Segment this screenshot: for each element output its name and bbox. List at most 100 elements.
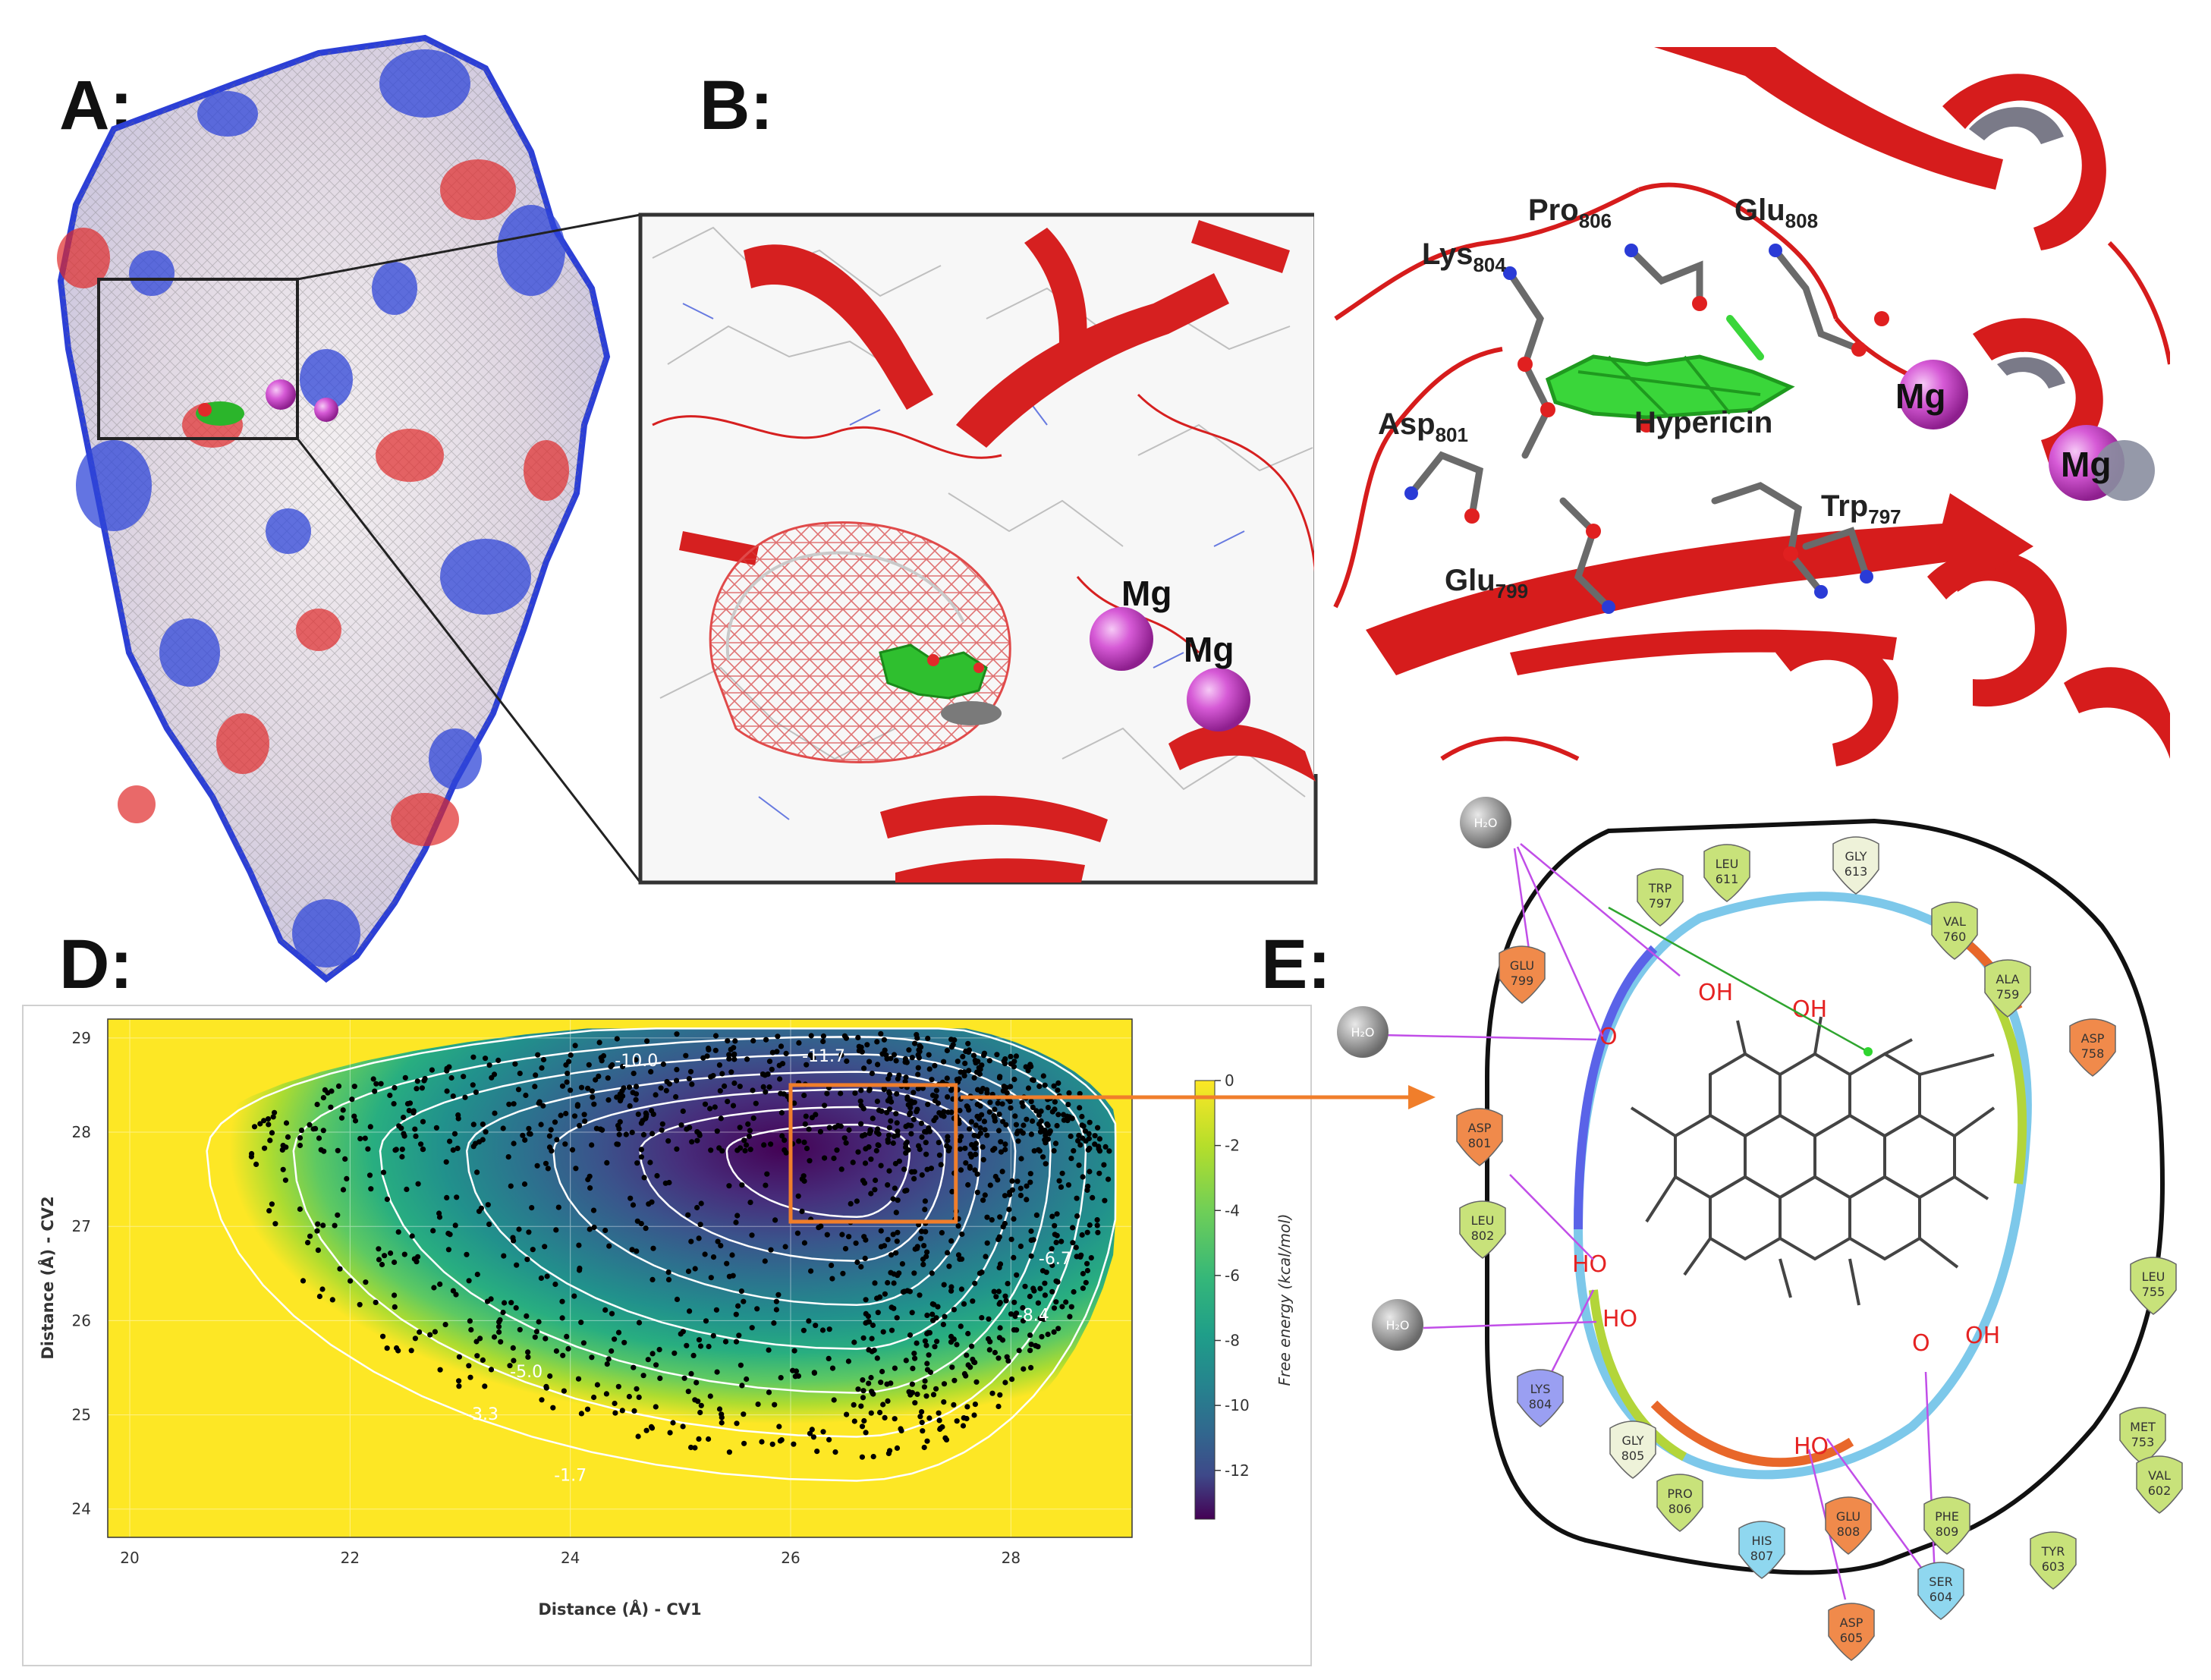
sample-point [638,1154,645,1160]
water-label-1: H₂O [1473,816,1497,830]
sample-point [744,1376,750,1383]
mg-ion-b1 [1090,607,1153,671]
sample-point [772,1217,778,1223]
sample-point [392,1292,398,1298]
sample-point [253,1161,259,1167]
sample-point [910,1365,916,1371]
sample-point [916,1143,922,1149]
sample-point [687,1308,693,1314]
sample-point [943,1436,950,1442]
sample-point [511,1358,517,1364]
sample-point [1019,1100,1025,1106]
residue-number: 605 [1840,1631,1863,1645]
sample-point [472,1140,479,1147]
sample-point [869,1071,875,1077]
sample-point [892,1365,898,1371]
sample-point [445,1247,452,1253]
sample-point [484,1298,491,1304]
sample-point [919,1134,925,1140]
sample-point [1033,1108,1039,1114]
sample-point [617,1118,623,1125]
sample-point [307,1233,313,1239]
sample-point [885,1398,891,1404]
sample-point [536,1099,543,1105]
sample-point [1052,1099,1058,1105]
sample-point [420,1146,426,1153]
sample-point [753,1100,759,1106]
sample-point [1002,1380,1008,1386]
sample-point [941,1399,947,1405]
residue-code: MET [2130,1420,2156,1434]
sample-point [890,1196,896,1202]
sample-point [342,1156,348,1162]
sample-point [964,1103,970,1109]
sample-point [387,1250,394,1257]
sample-point [986,1316,992,1322]
sample-point [1053,1278,1059,1284]
sample-point [1001,1059,1007,1065]
pocket-outline [1485,818,2165,1575]
sample-point [914,1035,920,1041]
sample-point [596,1040,602,1046]
sample-point [937,1426,943,1433]
sample-point [476,1208,483,1214]
sample-point [633,1096,639,1103]
sample-point [665,1269,671,1276]
sample-point [858,1263,864,1270]
sample-point [731,1051,738,1057]
water-2 [1337,1006,1389,1058]
sample-point [269,1201,275,1207]
sample-point [590,1207,597,1213]
residue-code: PRO [1667,1487,1692,1501]
sample-point [832,1449,838,1455]
sample-point [1017,1185,1024,1191]
sample-point [505,1154,511,1160]
sample-point [525,1354,531,1360]
sample-point [1017,1243,1024,1249]
sample-point [894,1445,901,1451]
sample-point [923,1342,929,1348]
sample-point [980,1156,986,1162]
sample-point [1092,1133,1098,1139]
x-tick-28: 28 [1002,1549,1021,1567]
sample-point [559,1083,566,1089]
sample-point [1049,1213,1055,1219]
sample-point [1055,1112,1061,1118]
sample-point [861,1065,867,1071]
sample-point [1013,1053,1019,1059]
sample-point [972,1167,978,1173]
sample-point [926,1052,932,1058]
atom-ho-mid: HO [1602,1306,1637,1332]
sample-point [1003,1298,1009,1304]
sample-point [1049,1109,1055,1115]
sample-point [874,1295,880,1301]
sample-point [918,1235,924,1241]
y-tick-27: 27 [72,1217,91,1235]
sample-point [485,1202,491,1208]
sample-point [630,1090,636,1096]
sample-point [860,1178,866,1184]
sample-point [860,1106,866,1112]
sample-point [939,1230,945,1236]
sample-point [907,1332,914,1339]
sample-point [697,1343,704,1349]
sample-point [929,1092,936,1098]
sample-point [495,1323,502,1329]
sample-point [270,1114,276,1120]
sample-point [801,1178,807,1184]
sample-point [384,1196,390,1203]
sample-point [591,1224,597,1231]
sample-point [771,1320,777,1326]
sample-point [533,1329,540,1335]
sample-point [936,1410,942,1416]
sample-point [320,1128,326,1134]
sample-point [902,1188,908,1194]
sample-point [697,1409,703,1416]
sample-point [314,1101,320,1108]
sample-point [905,1122,911,1128]
sample-point [629,1129,635,1135]
sample-point [473,1089,480,1095]
oxygen-atoms [1464,296,1889,562]
sample-point [896,1072,902,1078]
